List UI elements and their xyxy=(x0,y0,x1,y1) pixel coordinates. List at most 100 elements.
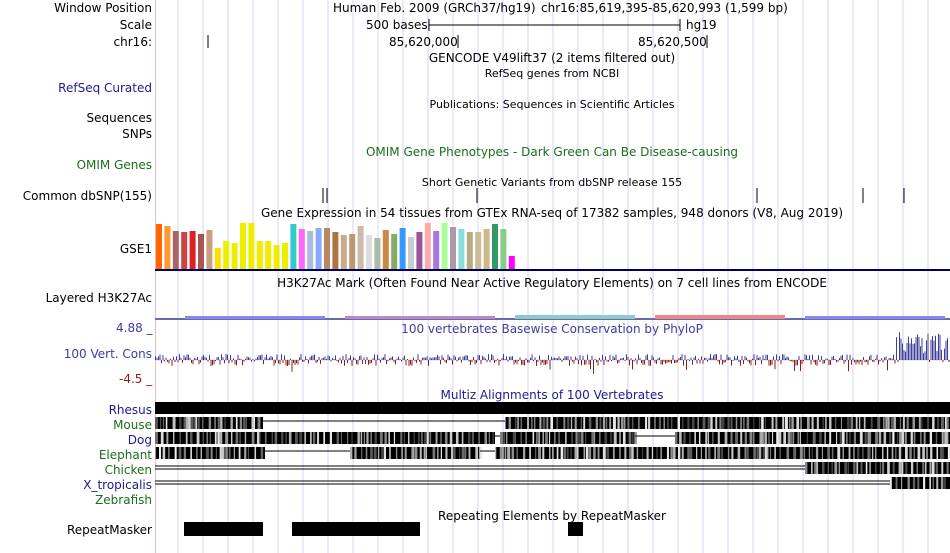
gtex-bar xyxy=(324,228,330,269)
multiz-species-label[interactable]: Chicken xyxy=(104,463,152,477)
gtex-bar xyxy=(466,232,473,269)
gtex-bar xyxy=(349,234,356,269)
gtex-bar xyxy=(366,235,372,269)
gtex-bar xyxy=(189,231,196,269)
multiz-species-label[interactable]: X_tropicalis xyxy=(83,478,152,492)
gtex-bar xyxy=(424,223,431,269)
scale-label: Scale xyxy=(119,18,152,32)
window-coords[interactable]: chr16:85,619,395-85,620,993 (1,599 bp) xyxy=(541,1,788,15)
gtex-bar xyxy=(181,232,188,269)
gtex-bars[interactable] xyxy=(155,221,535,271)
refseq-title[interactable]: RefSeq genes from NCBI xyxy=(484,67,620,80)
gtex-bar xyxy=(483,229,490,269)
gtex-bar xyxy=(340,235,347,269)
multiz-species-label[interactable]: Zebrafish xyxy=(95,493,152,507)
alignment-block xyxy=(805,462,950,474)
gtex-bar xyxy=(198,234,204,269)
alignment-block xyxy=(890,477,950,489)
snps-label[interactable]: SNPs xyxy=(122,127,152,141)
gtex-bar xyxy=(290,224,297,269)
omim-label[interactable]: OMIM Genes xyxy=(76,158,152,172)
gtex-bar xyxy=(223,241,230,269)
scale-assembly: hg19 xyxy=(686,18,717,32)
repeat-block xyxy=(184,522,263,536)
gtex-bar xyxy=(231,243,238,269)
cons-label[interactable]: 100 Vert. Cons xyxy=(63,347,152,361)
sequences-label[interactable]: Sequences xyxy=(86,111,152,125)
gtex-bar xyxy=(416,232,423,269)
multiz-species-label[interactable]: Mouse xyxy=(113,418,152,432)
dbsnp-title[interactable]: Short Genetic Variants from dbSNP releas… xyxy=(421,176,683,189)
multiz-species-label[interactable]: Elephant xyxy=(98,448,152,462)
gtex-bar xyxy=(315,228,322,269)
gtex-bar xyxy=(332,232,339,269)
scale-value: 500 bases xyxy=(366,18,428,32)
cons-wiggle[interactable] xyxy=(155,330,950,380)
multiz-alignments[interactable] xyxy=(155,401,950,493)
gtex-baseline xyxy=(155,269,950,271)
gtex-bar xyxy=(408,237,414,269)
repeatmasker-title[interactable]: Repeating Elements by RepeatMasker xyxy=(438,509,666,523)
gtex-bar xyxy=(475,232,482,269)
gtex-bar xyxy=(265,241,272,269)
gtex-bar xyxy=(240,223,246,269)
dbsnp-track[interactable] xyxy=(155,188,950,204)
label-divider xyxy=(155,0,156,553)
gtex-bar xyxy=(156,224,162,269)
publications-title[interactable]: Publications: Sequences in Scientific Ar… xyxy=(429,98,675,111)
window-assembly: Human Feb. 2009 (GRCh37/hg19) xyxy=(333,1,536,15)
gtex-bar xyxy=(492,224,498,269)
repeat-block xyxy=(568,522,583,536)
gtex-bar xyxy=(206,230,213,269)
gtex-bar xyxy=(298,229,305,269)
refseq-label[interactable]: RefSeq Curated xyxy=(58,81,152,95)
omim-title[interactable]: OMIM Gene Phenotypes - Dark Green Can Be… xyxy=(365,145,739,159)
gtex-bar xyxy=(500,229,507,269)
dbsnp-label[interactable]: Common dbSNP(155) xyxy=(22,189,152,203)
gtex-bar xyxy=(433,231,440,269)
gtex-bar xyxy=(357,226,364,269)
cons-title[interactable]: 100 vertebrates Basewise Conservation by… xyxy=(401,322,703,336)
gtex-bar xyxy=(508,256,515,269)
chrom-ticks xyxy=(207,35,708,48)
gtex-bar xyxy=(450,227,456,269)
repeatmasker-label[interactable]: RepeatMasker xyxy=(66,523,152,537)
h3k27ac-label[interactable]: Layered H3K27Ac xyxy=(45,291,152,305)
gtex-bar xyxy=(441,223,448,269)
gtex-bar xyxy=(273,245,280,269)
chrom-label: chr16: xyxy=(113,35,152,49)
chrom-tick-1: 85,620,000 xyxy=(389,35,458,49)
gtex-bar xyxy=(307,231,314,269)
cons-max: 4.88 _ xyxy=(116,321,153,335)
alignment-block xyxy=(675,432,950,444)
gtex-bar xyxy=(391,234,398,269)
multiz-species-label[interactable]: Rhesus xyxy=(108,403,152,417)
cons-min: -4.5 _ xyxy=(119,372,153,386)
repeatmasker-track[interactable] xyxy=(155,521,950,537)
repeat-block xyxy=(292,522,420,536)
window-position-label: Window Position xyxy=(54,1,152,15)
gtex-bar xyxy=(458,229,465,269)
multiz-species-label[interactable]: Dog xyxy=(127,433,152,447)
alignment-block xyxy=(505,417,950,429)
gtex-bar xyxy=(382,230,389,269)
gtex-bar xyxy=(214,248,221,269)
chrom-tick-2: 85,620,500 xyxy=(638,35,707,49)
multiz-title[interactable]: Multiz Alignments of 100 Vertebrates xyxy=(440,388,664,402)
gtex-bar xyxy=(399,228,406,269)
scale-bar xyxy=(428,19,681,31)
h3k27ac-signal[interactable] xyxy=(155,311,950,321)
gtex-bar xyxy=(374,238,381,269)
h3k27ac-title[interactable]: H3K27Ac Mark (Often Found Near Active Re… xyxy=(277,276,827,290)
alignment-block xyxy=(155,447,265,459)
gtex-title[interactable]: Gene Expression in 54 tissues from GTEx … xyxy=(260,206,844,220)
gencode-title[interactable]: GENCODE V49lift37 (2 items filtered out) xyxy=(428,51,676,65)
gtex-bar xyxy=(282,243,288,269)
gtex-label[interactable]: GSE1 xyxy=(119,242,152,256)
gtex-bar xyxy=(172,231,179,269)
alignment-block xyxy=(155,402,950,414)
gtex-bar xyxy=(248,223,255,269)
gtex-bar xyxy=(256,241,263,269)
gtex-bar xyxy=(164,226,171,269)
